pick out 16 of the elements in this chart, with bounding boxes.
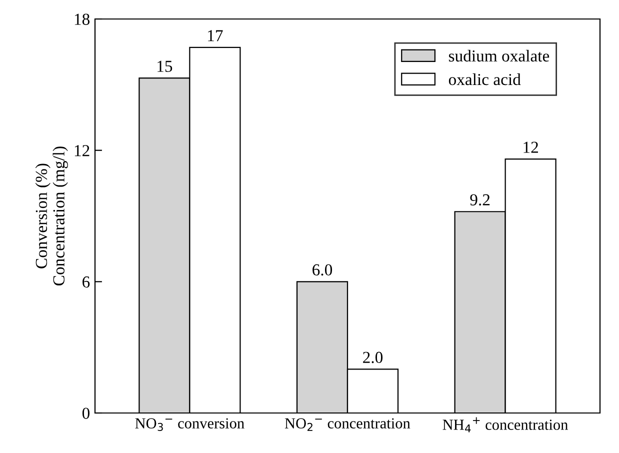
legend-label: sudium oxalate	[448, 50, 550, 62]
data-label: 17	[208, 30, 223, 42]
y-tick-label: 12	[74, 145, 90, 156]
y-tick-label: 0	[82, 408, 90, 419]
data-label: 9.2	[470, 194, 490, 206]
x-tick-label: NH$_{4}$$^{+}$ concentration	[442, 417, 568, 432]
x-tick-label: NO$_{3}$$^{−}$ conversion	[135, 418, 244, 431]
data-label: 2.0	[363, 352, 383, 364]
x-tick-label: NO$_{2}$$^{−}$ concentration	[284, 418, 410, 431]
y-tick-label: 6	[82, 276, 90, 288]
data-label: 15	[158, 60, 172, 72]
y-tick-label: 18	[74, 14, 90, 25]
legend-label: oxalic acid	[448, 73, 521, 86]
data-label: 12	[524, 142, 538, 153]
y-axis-title: Conversion (%) Concentration (mg/l)	[35, 146, 68, 286]
data-label: 6.0	[312, 264, 332, 276]
